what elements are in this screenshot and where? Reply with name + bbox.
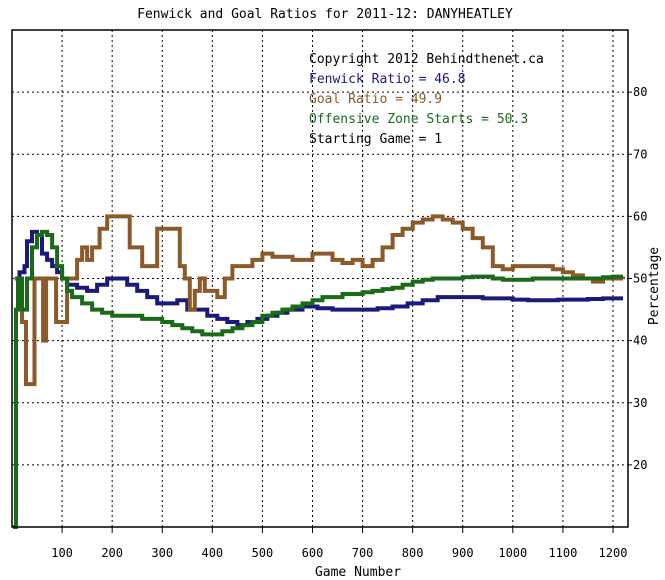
series-line-1 [14, 214, 625, 387]
x-axis-label: Game Number [315, 565, 401, 580]
x-tick-label-10: 1100 [548, 546, 577, 560]
annotation-3: Offensive Zone Starts = 50.3 [309, 112, 528, 127]
annotation-0: Copyright 2012 Behindthenet.ca [309, 52, 544, 67]
x-tick-label-5: 600 [302, 546, 324, 560]
y-tick-label-3: 50 [633, 272, 647, 286]
x-tick-label-0: 100 [51, 546, 73, 560]
annotation-layer: Copyright 2012 Behindthenet.ca Fenwick Ra… [309, 52, 544, 147]
y-tick-label-6: 80 [633, 85, 647, 99]
x-tick-label-7: 800 [402, 546, 424, 560]
y-tick-label-0: 20 [633, 458, 647, 472]
x-tick-label-11: 1200 [599, 546, 628, 560]
y-tick-label-4: 60 [633, 209, 647, 223]
x-tick-label-3: 400 [201, 546, 223, 560]
x-tick-label-4: 500 [252, 546, 274, 560]
x-tick-label-1: 200 [101, 546, 123, 560]
tick-layer: 100 200 300 400 500 600 700 800 900 1000 1100 1200 2… [51, 85, 647, 560]
series-line-2 [13, 229, 623, 529]
x-tick-label-2: 300 [151, 546, 173, 560]
y-tick-label-5: 70 [633, 147, 647, 161]
series-line-0 [14, 229, 623, 328]
annotation-2: Goal Ratio = 49.9 [309, 92, 442, 107]
annotation-4: Starting Game = 1 [309, 132, 442, 147]
series-layer [13, 214, 625, 529]
y-axis-label: Percentage [647, 247, 662, 325]
y-tick-label-2: 40 [633, 334, 647, 348]
annotation-1: Fenwick Ratio = 46.8 [309, 72, 466, 87]
chart-title: Fenwick and Goal Ratios for 2011-12: DAN… [137, 7, 513, 22]
x-tick-label-9: 1000 [498, 546, 527, 560]
x-tick-label-8: 900 [452, 546, 474, 560]
x-tick-label-6: 700 [352, 546, 374, 560]
y-tick-label-1: 30 [633, 396, 647, 410]
